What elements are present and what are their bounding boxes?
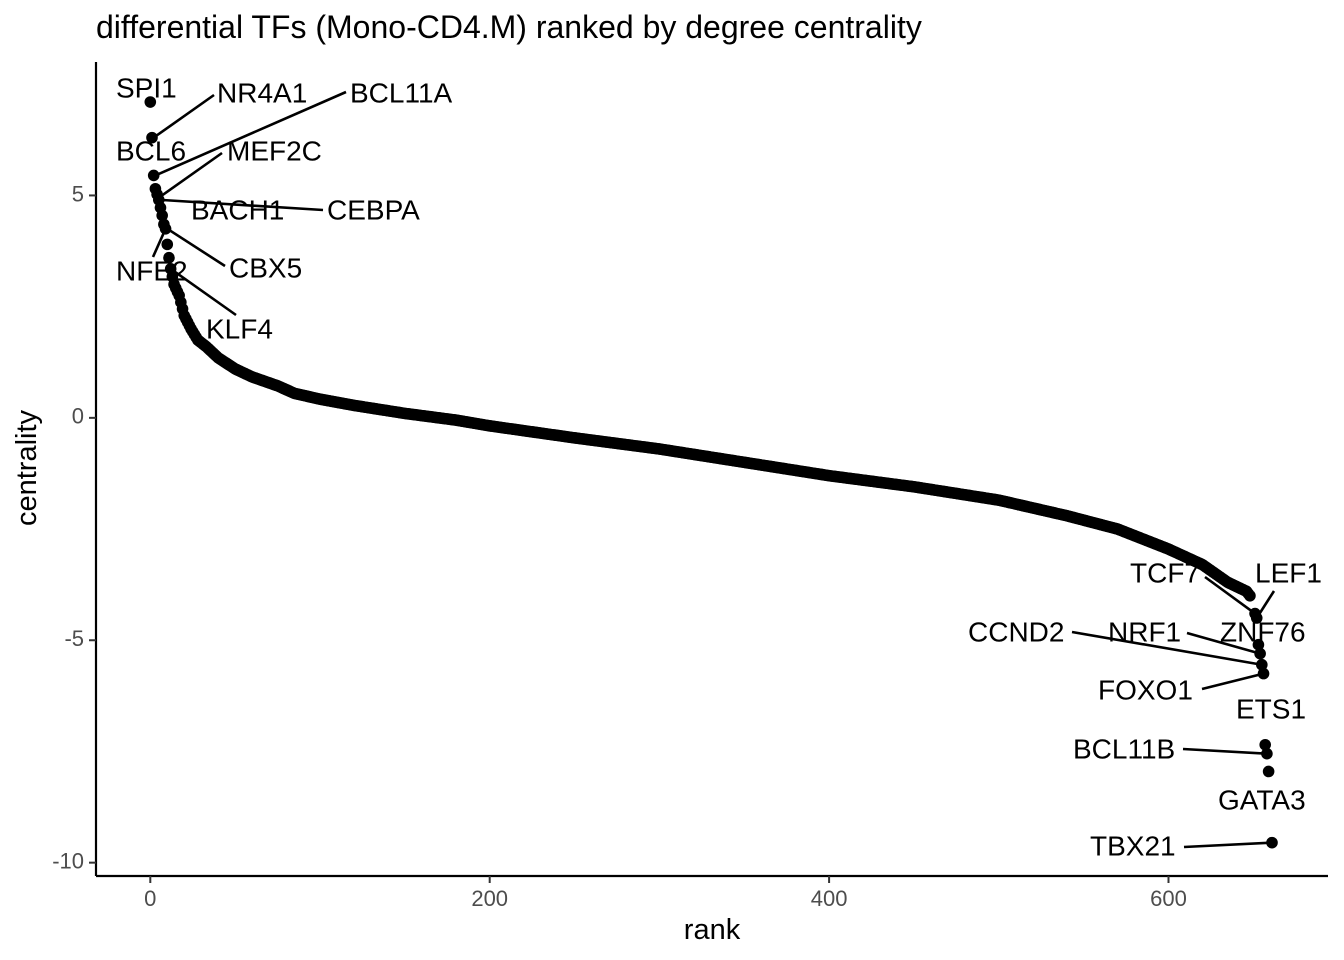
point-label-bcl6: BCL6 xyxy=(116,135,186,166)
label-segment-mef2c xyxy=(158,151,223,199)
point-label-bcl11a: BCL11A xyxy=(350,77,453,108)
point-label-gata3: GATA3 xyxy=(1218,784,1306,815)
label-segment-klf4 xyxy=(169,267,237,317)
point-label-lef1: LEF1 xyxy=(1255,557,1322,588)
data-point xyxy=(1244,589,1256,602)
point-label-tcf7: TCF7 xyxy=(1130,557,1200,588)
label-segment-foxo1 xyxy=(1201,672,1264,691)
point-label-cbx5: CBX5 xyxy=(229,252,302,283)
point-label-tbx21: TBX21 xyxy=(1090,830,1176,861)
point-label-mef2c: MEF2C xyxy=(227,135,322,166)
data-point xyxy=(156,209,168,222)
point-label-klf4: KLF4 xyxy=(206,313,273,344)
data-point xyxy=(1259,738,1272,751)
label-segment-tcf7 xyxy=(1204,575,1256,615)
label-segment-tbx21 xyxy=(1183,841,1273,849)
data-point xyxy=(146,131,158,144)
point-label-ccnd2: CCND2 xyxy=(968,616,1064,647)
point-label-nfe2: NFE2 xyxy=(116,255,188,286)
x-tick-label: 600 xyxy=(1150,886,1187,911)
y-tick-label: 5 xyxy=(72,181,84,206)
x-tick-label: 200 xyxy=(471,886,508,911)
point-label-bcl11b: BCL11B xyxy=(1073,733,1175,764)
x-axis-title: rank xyxy=(684,914,741,946)
point-label-nr4a1: NR4A1 xyxy=(217,77,307,108)
label-segment-nfe2 xyxy=(151,228,167,258)
point-label-spi1: SPI1 xyxy=(116,72,177,103)
label-segment-ccnd2 xyxy=(1071,630,1263,667)
y-axis-title: centrality xyxy=(11,409,43,526)
y-tick-label: -10 xyxy=(52,848,84,873)
point-label-foxo1: FOXO1 xyxy=(1098,674,1193,705)
label-segments-layer xyxy=(151,90,1276,849)
y-tick-label: -5 xyxy=(64,626,84,651)
point-label-znf76: ZNF76 xyxy=(1220,616,1306,647)
data-point xyxy=(147,169,160,182)
point-label-nrf1: NRF1 xyxy=(1108,616,1181,647)
label-segment-lef1 xyxy=(1255,590,1276,619)
chart-title: differential TFs (Mono-CD4.M) ranked by … xyxy=(96,9,922,45)
data-point xyxy=(163,251,175,264)
y-ticks-layer: -10 -5 0 5 xyxy=(52,181,96,873)
data-point xyxy=(1262,765,1275,778)
x-tick-label: 400 xyxy=(811,886,848,911)
points-layer xyxy=(144,96,1278,849)
label-segment-bcl11a xyxy=(154,90,347,177)
x-ticks-layer: 0 200 400 600 xyxy=(144,876,1187,911)
y-tick-label: 0 xyxy=(72,404,84,429)
point-label-bach1: BACH1 xyxy=(191,194,284,225)
label-segment-bcl11b xyxy=(1182,747,1267,755)
label-segment-cebpa xyxy=(160,198,324,212)
label-segment-cbx5 xyxy=(163,225,226,268)
data-point xyxy=(161,238,174,251)
data-point xyxy=(144,96,157,108)
label-segment-nr4a1 xyxy=(152,93,215,139)
point-label-cebpa: CEBPA xyxy=(327,194,420,225)
data-point xyxy=(1252,638,1265,651)
label-segment-nrf1 xyxy=(1186,631,1261,655)
point-label-ets1: ETS1 xyxy=(1236,693,1306,724)
x-tick-label: 0 xyxy=(144,886,156,911)
